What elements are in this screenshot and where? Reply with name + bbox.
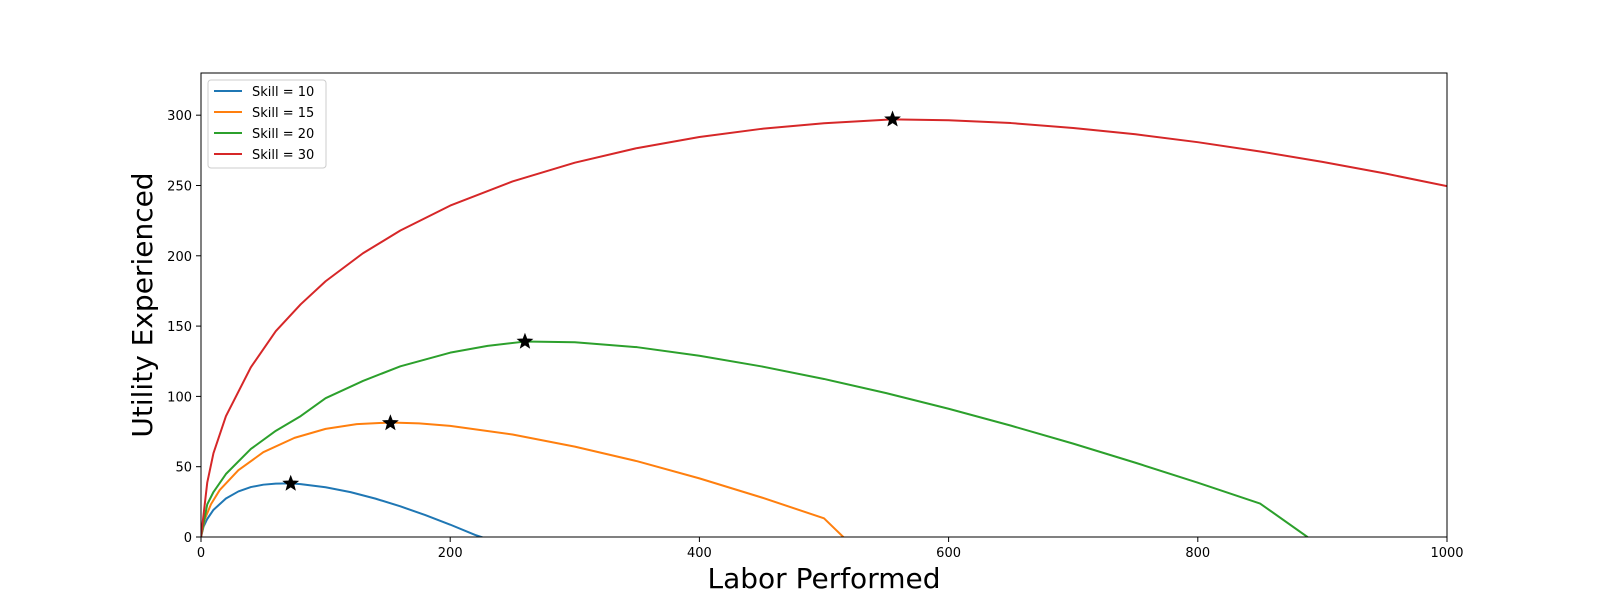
plot-frame — [200, 72, 1448, 538]
series-line-skill-30 — [201, 118, 1447, 537]
optimum-star-skill-20 — [516, 332, 534, 349]
y-tick-label-250: 250 — [167, 179, 192, 194]
x-tick-label-800: 800 — [1185, 546, 1210, 561]
series-line-skill-20 — [201, 340, 1309, 537]
legend-entry-skill-10: Skill = 10 — [214, 85, 314, 100]
optimum-marker-layer — [282, 110, 901, 491]
x-tick-label-600: 600 — [936, 546, 961, 561]
y-tick-label-0: 0 — [184, 531, 192, 546]
x-axis-ticks: 0 200 400 600 800 1000 — [197, 537, 1464, 561]
x-tick-label-0: 0 — [197, 546, 205, 561]
legend-box — [207, 79, 327, 169]
legend-entry-skill-20: Skill = 20 — [214, 127, 314, 142]
y-tick-label-200: 200 — [167, 250, 192, 265]
x-tick-label-200: 200 — [438, 546, 463, 561]
legend-label-skill-20: Skill = 20 — [252, 127, 314, 142]
optimum-star-skill-15 — [381, 414, 399, 431]
optimum-star-skill-10 — [282, 474, 300, 491]
x-tick-label-400: 400 — [687, 546, 712, 561]
y-tick-label-100: 100 — [167, 390, 192, 405]
legend-label-skill-10: Skill = 10 — [252, 85, 314, 100]
legend-entry-skill-15: Skill = 15 — [214, 106, 314, 121]
legend-entry-skill-30: Skill = 30 — [214, 148, 314, 163]
x-tick-label-1000: 1000 — [1430, 546, 1463, 561]
x-axis-title: Labor Performed — [708, 562, 941, 595]
legend-label-skill-15: Skill = 15 — [252, 106, 314, 121]
y-axis-ticks: 0 50 100 150 200 250 300 — [167, 109, 201, 546]
legend: Skill = 10 Skill = 15 Skill = 20 Skill =… — [207, 79, 327, 169]
legend-label-skill-30: Skill = 30 — [252, 148, 314, 163]
y-tick-label-50: 50 — [175, 461, 192, 476]
y-axis-title: Utility Experienced — [126, 172, 159, 437]
y-tick-label-150: 150 — [167, 320, 192, 335]
y-tick-label-300: 300 — [167, 109, 192, 124]
optimum-star-skill-30 — [884, 110, 901, 127]
